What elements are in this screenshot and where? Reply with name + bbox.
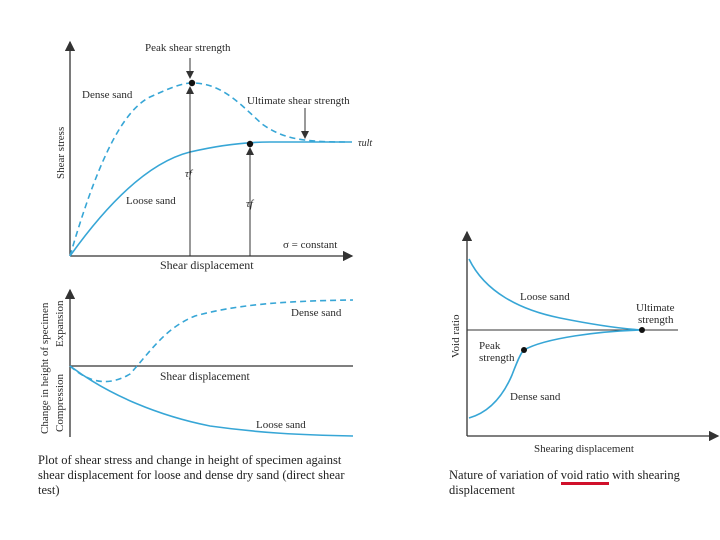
dense-sand-stress-curve	[69, 82, 346, 257]
tau-ult-label: τult	[358, 138, 372, 149]
x-axis-label: Shearing displacement	[534, 443, 634, 455]
ultimate-shear-strength-label: Ultimate shear strength	[247, 95, 350, 107]
right-caption: Nature of variation of void ratio with s…	[449, 468, 719, 498]
void-ratio-plot: Loose sand Dense sand Peak strength Ulti…	[450, 230, 720, 455]
tau-f-loose-label: τf	[246, 198, 255, 210]
right-caption-start: Nature of variation of	[449, 468, 561, 482]
loose-sand-height-curve	[69, 365, 354, 437]
left-caption: Plot of shear stress and change in heigh…	[38, 453, 345, 497]
loose-peak-point	[246, 140, 254, 148]
peak-strength-point	[521, 347, 527, 353]
x-axis-label: Shear displacement	[160, 258, 254, 272]
y-axis-label: Void ratio	[450, 314, 462, 358]
peak-shear-strength-label: Peak shear strength	[145, 42, 231, 54]
expansion-label: Expansion	[54, 300, 66, 347]
y-axis-label: Change in height of specimen	[39, 302, 51, 434]
dense-sand-label: Dense sand	[291, 307, 342, 319]
compression-label: Compression	[54, 373, 66, 432]
y-axis-label: Shear stress	[55, 127, 67, 179]
tau-f-dense-label: τf	[185, 168, 194, 180]
peak-strength-label-1: Peak	[479, 340, 501, 352]
peak-strength-label-2: strength	[479, 352, 515, 364]
right-caption-end: with shearing displacement	[449, 468, 680, 497]
dense-sand-label: Dense sand	[510, 391, 561, 403]
peak-point	[188, 79, 196, 87]
loose-sand-label: Loose sand	[256, 419, 306, 431]
dense-sand-void-curve	[468, 329, 643, 419]
dense-sand-height-curve	[69, 299, 354, 383]
ultimate-strength-label-1: Ultimate	[636, 302, 675, 314]
void-ratio-highlight: void ratio	[560, 468, 610, 485]
x-axis-label: Shear displacement	[160, 371, 251, 383]
dense-sand-label: Dense sand	[82, 89, 133, 101]
height-change-plot: Dense sand Loose sand Shear displacement…	[39, 288, 354, 437]
loose-sand-stress-curve	[69, 141, 352, 257]
loose-sand-label: Loose sand	[126, 195, 176, 207]
ultimate-strength-point	[639, 327, 645, 333]
ultimate-strength-label-2: strength	[638, 314, 674, 326]
loose-sand-void-curve	[468, 258, 643, 331]
sigma-constant-label: σ = constant	[283, 239, 337, 251]
loose-sand-label: Loose sand	[520, 291, 570, 303]
shear-stress-plot: Peak shear strength Dense sand Ultimate …	[55, 40, 372, 272]
